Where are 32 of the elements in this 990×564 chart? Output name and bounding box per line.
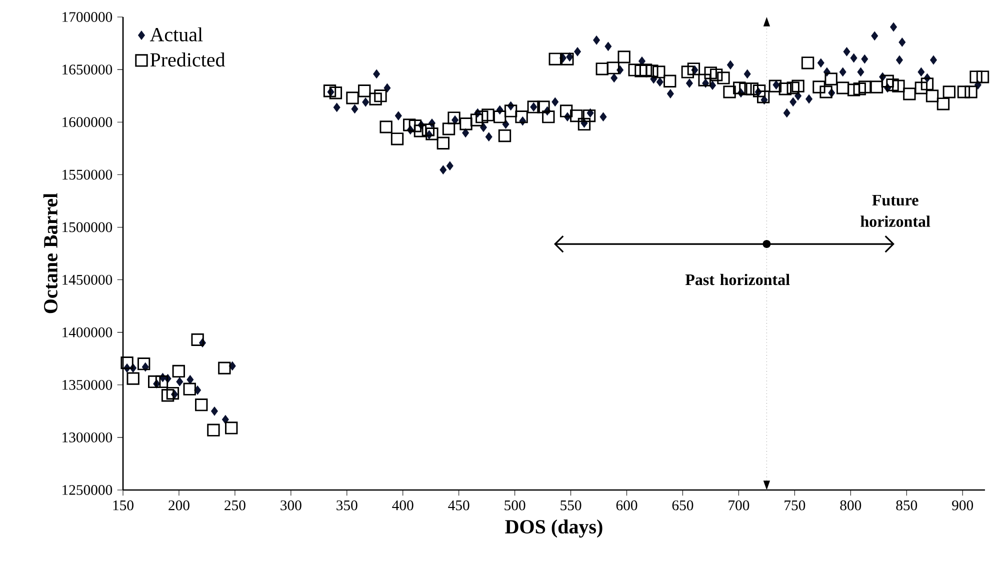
x-tick-label: 250 [224, 500, 246, 510]
x-tick-label: 300 [280, 500, 302, 510]
annotation: Future horizontal [860, 194, 930, 227]
x-tick-label: 700 [728, 500, 750, 510]
x-tick-label: 350 [336, 500, 358, 510]
x-tick-label: 450 [448, 500, 470, 510]
legend-label: Actual [150, 27, 203, 42]
x-tick-label: 500 [504, 500, 526, 510]
x-tick-label: 150 [113, 500, 134, 510]
y-tick-label: 1400000 [62, 327, 112, 338]
y-axis-title: Octane Barrel [43, 193, 58, 314]
x-tick-label: 800 [840, 500, 862, 510]
x-axis-title: DOS (days) [505, 519, 602, 538]
x-tick-label: 550 [560, 500, 582, 510]
y-tick-label: 1700000 [62, 12, 112, 22]
x-tick-label: 600 [616, 500, 638, 510]
y-tick-label: 1450000 [62, 274, 112, 285]
y-tick-label: 1600000 [62, 117, 112, 128]
y-tick-label: 1550000 [62, 170, 112, 180]
x-tick-label: 650 [672, 500, 694, 510]
y-tick-label: 1300000 [62, 432, 112, 442]
y-tick-label: 1350000 [62, 380, 112, 390]
y-tick-label: 1500000 [62, 222, 112, 232]
x-tick-label: 200 [168, 500, 190, 510]
annotation: Past horizontal [685, 274, 790, 286]
x-tick-label: 850 [896, 500, 918, 510]
x-tick-label: 400 [392, 500, 414, 510]
legend-label: Predicted [150, 52, 226, 67]
x-tick-label: 750 [784, 500, 806, 510]
x-tick-label: 900 [952, 500, 974, 510]
y-tick-label: 1250000 [62, 485, 112, 495]
y-tick-label: 1650000 [62, 64, 112, 74]
